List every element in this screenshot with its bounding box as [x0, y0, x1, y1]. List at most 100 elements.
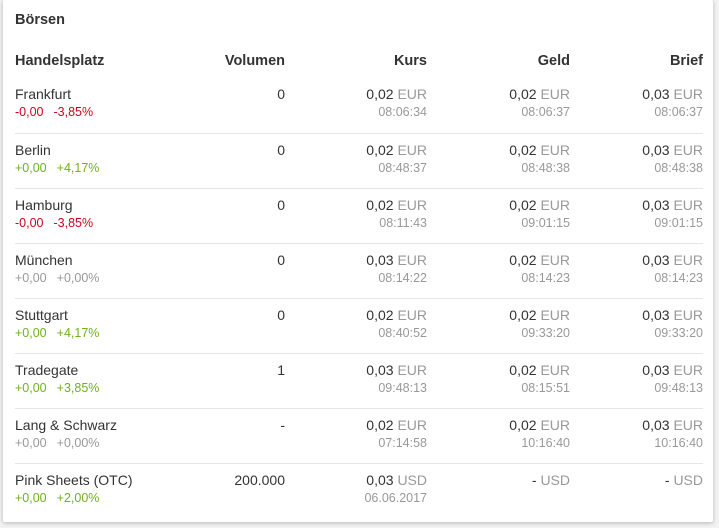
brief-value: 0,03 [642, 361, 670, 378]
change: +0,00 +4,17% [15, 161, 215, 175]
geld-value: 0,02 [509, 251, 537, 268]
kurs-currency: EUR [397, 416, 427, 433]
exchange-name[interactable]: Berlin [15, 141, 51, 158]
header-volumen: Volumen [224, 53, 285, 69]
geld-cell: 0,02 EUR 08:15:51 [427, 352, 570, 408]
volume-cell: 1 [215, 352, 285, 408]
kurs-currency: EUR [397, 361, 427, 378]
volume-cell: 0 [215, 132, 285, 188]
volume-cell: 0 [215, 78, 285, 133]
geld-value: 0,02 [509, 86, 537, 102]
brief-currency: EUR [673, 251, 703, 268]
geld-cell: 0,02 EUR 08:06:37 [427, 78, 570, 133]
kurs-time: 06.06.2017 [364, 490, 427, 505]
table-row[interactable]: Lang & Schwarz +0,00 +0,00% - 0,02 EUR 07:14… [15, 407, 703, 463]
header-geld: Geld [537, 53, 570, 69]
geld-time: 09:01:15 [521, 215, 570, 230]
kurs-time: 08:11:43 [379, 215, 427, 230]
geld-cell: 0,02 EUR 10:16:40 [427, 407, 570, 463]
exchange-name[interactable]: Hamburg [15, 196, 73, 213]
geld-value: 0,02 [509, 141, 537, 158]
exchange-cell: München +0,00 +0,00% [15, 242, 215, 298]
geld-currency: USD [540, 471, 570, 488]
exchange-name[interactable]: Frankfurt [15, 86, 72, 102]
kurs-cell: 0,03 USD 06.06.2017 [285, 462, 427, 518]
geld-currency: EUR [540, 416, 570, 433]
volume-cell: 0 [215, 187, 285, 243]
kurs-currency: EUR [397, 141, 427, 158]
brief-cell: 0,03 EUR 09:33:20 [570, 297, 703, 353]
geld-value: 0,02 [509, 306, 537, 323]
table-header: Handelsplatz Volumen Kurs Geld Brief [15, 44, 703, 78]
geld-time: 08:06:37 [521, 105, 570, 119]
brief-time: 08:48:38 [654, 160, 703, 175]
brief-time: 09:48:13 [654, 380, 703, 395]
volume-value: 0 [277, 306, 285, 323]
volume-value: 1 [277, 361, 285, 378]
exchange-cell: Frankfurt -0,00 -3,85% [15, 78, 215, 133]
kurs-time: 07:14:58 [378, 435, 427, 450]
exchange-name[interactable]: Lang & Schwarz [15, 416, 117, 433]
change-abs: +0,00 [15, 380, 47, 395]
change: +0,00 +4,17% [15, 326, 215, 340]
brief-currency: EUR [673, 196, 703, 213]
geld-currency: EUR [540, 251, 570, 268]
volume-value: 0 [277, 196, 285, 213]
exchanges-table: Handelsplatz Volumen Kurs Geld Brief Fra… [15, 44, 703, 518]
change-abs: +0,00 [15, 435, 47, 450]
brief-currency: EUR [673, 361, 703, 378]
exchange-name[interactable]: München [15, 251, 73, 268]
brief-value: - [664, 471, 670, 488]
change-pct: -3,85% [53, 215, 94, 230]
exchange-name[interactable]: Pink Sheets (OTC) [15, 471, 133, 488]
brief-currency: EUR [673, 86, 703, 102]
table-row[interactable]: Stuttgart +0,00 +4,17% 0 0,02 EUR 08:40:52 0,… [15, 297, 703, 353]
table-row[interactable]: Hamburg -0,00 -3,85% 0 0,02 EUR 08:11:43 0,02… [15, 187, 703, 243]
brief-cell: 0,03 EUR 08:06:37 [570, 78, 703, 133]
table-row[interactable]: Berlin +0,00 +4,17% 0 0,02 EUR 08:48:37 0,02 … [15, 132, 703, 188]
brief-value: 0,03 [642, 416, 670, 433]
brief-currency: EUR [673, 416, 703, 433]
header-kurs: Kurs [393, 53, 427, 69]
kurs-currency: EUR [397, 86, 427, 102]
volume-cell: - [215, 407, 285, 463]
exchange-name[interactable]: Stuttgart [15, 306, 68, 323]
volume-value: 0 [277, 141, 285, 158]
exchanges-card: Börsen Handelsplatz Volumen Kurs Geld Br… [3, 0, 713, 522]
brief-value: 0,03 [642, 196, 670, 213]
brief-currency: EUR [673, 306, 703, 323]
kurs-cell: 0,02 EUR 08:06:34 [285, 78, 427, 133]
kurs-value: 0,02 [366, 196, 394, 213]
brief-cell: - USD [570, 462, 703, 518]
geld-currency: EUR [540, 361, 570, 378]
kurs-value: 0,03 [366, 251, 394, 268]
kurs-time: 08:40:52 [378, 325, 427, 340]
table-row[interactable]: München +0,00 +0,00% 0 0,03 EUR 08:14:22 0,02… [15, 242, 703, 298]
kurs-currency: EUR [397, 196, 427, 213]
geld-currency: EUR [540, 86, 570, 102]
kurs-cell: 0,02 EUR 07:14:58 [285, 407, 427, 463]
exchange-name[interactable]: Tradegate [15, 361, 79, 378]
geld-time: 09:33:20 [521, 325, 570, 340]
kurs-value: 0,03 [366, 361, 394, 378]
exchange-cell: Pink Sheets (OTC) +0,00 +2,00% [15, 462, 215, 518]
geld-time: 08:48:38 [521, 160, 570, 175]
volume-cell: 0 [215, 297, 285, 353]
kurs-time: 09:48:13 [378, 380, 427, 395]
brief-time: 10:16:40 [654, 435, 703, 450]
geld-value: 0,02 [509, 416, 537, 433]
geld-time: 08:14:23 [521, 270, 570, 285]
brief-value: 0,03 [642, 141, 670, 158]
volume-cell: 200.000 [215, 462, 285, 518]
geld-cell: 0,02 EUR 09:33:20 [427, 297, 570, 353]
volume-value: - [280, 416, 285, 433]
brief-value: 0,03 [642, 251, 670, 268]
volume-value: 200.000 [234, 471, 285, 488]
change-abs: +0,00 [15, 160, 47, 175]
table-row[interactable]: Frankfurt -0,00 -3,85% 0 0,02 EUR 08:06:34 0,… [15, 78, 703, 133]
exchange-cell: Berlin +0,00 +4,17% [15, 132, 215, 188]
table-row[interactable]: Pink Sheets (OTC) +0,00 +2,00% 200.000 0,03… [15, 462, 703, 518]
change-abs: +0,00 [15, 270, 47, 285]
header-brief: Brief [669, 53, 703, 69]
table-row[interactable]: Tradegate +0,00 +3,85% 1 0,03 EUR 09:48:13 0,… [15, 352, 703, 408]
